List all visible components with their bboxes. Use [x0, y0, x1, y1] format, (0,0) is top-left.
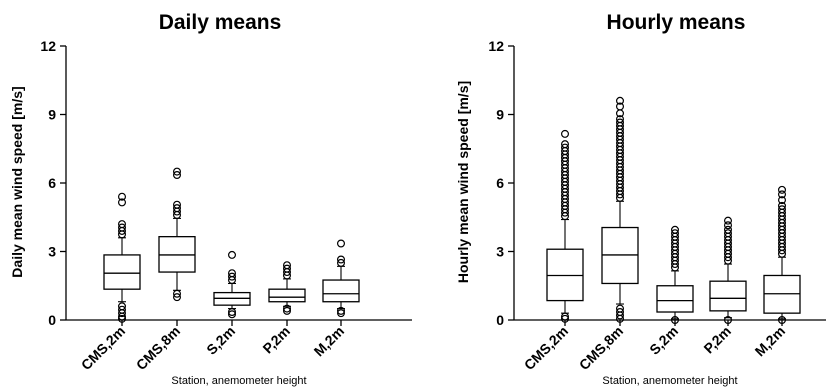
x-tick-label: S,2m	[646, 323, 681, 358]
y-axis-label: Daily mean wind speed [m/s]	[9, 86, 25, 277]
outlier-point	[173, 171, 182, 180]
x-tick-label: CMS,8m	[133, 323, 183, 373]
outlier-point	[560, 143, 569, 152]
outlier-point	[173, 200, 182, 209]
outlier-point	[117, 302, 126, 311]
outlier-point	[173, 204, 182, 213]
outlier-point	[337, 239, 346, 248]
x-tick-label: CMS,2m	[521, 323, 571, 373]
box-body	[268, 288, 306, 303]
box-0	[103, 192, 141, 323]
outlier-point	[337, 258, 346, 267]
outlier-point	[670, 229, 679, 238]
x-axis-label: Station, anemometer height	[602, 375, 737, 387]
chart-title: Daily means	[159, 11, 282, 34]
x-tick-label: CMS,2m	[78, 323, 128, 373]
y-tick-label: 9	[48, 107, 56, 123]
outlier-point	[615, 115, 624, 124]
outlier-point	[173, 167, 182, 176]
outlier-point	[723, 225, 732, 234]
box-3	[268, 261, 306, 315]
outlier-point	[173, 289, 182, 298]
outlier-point	[337, 306, 346, 315]
outlier-point	[723, 229, 732, 238]
outlier-point	[228, 250, 237, 259]
outlier-point	[283, 304, 292, 313]
box-body	[709, 280, 747, 312]
x-tick-label: M,2m	[751, 323, 788, 360]
box-4	[322, 239, 360, 318]
outlier-point	[337, 255, 346, 264]
box-3	[709, 216, 747, 325]
y-tick-label: 6	[496, 175, 504, 191]
outlier-point	[117, 223, 126, 232]
outlier-point	[228, 272, 237, 281]
daily-means-panel: Daily means Daily mean wind speed [m/s] …	[9, 11, 412, 387]
outlier-point	[337, 309, 346, 318]
outlier-point	[560, 140, 569, 149]
outlier-point	[117, 220, 126, 229]
outlier-point	[777, 201, 786, 210]
hourly-means-panel: Hourly means Hourly mean wind speed [m/s…	[455, 11, 826, 387]
outlier-point	[117, 314, 126, 323]
x-axis-label: Station, anemometer height	[171, 375, 306, 387]
box-1	[158, 167, 196, 302]
box-2	[656, 225, 694, 325]
y-tick-label: 3	[48, 244, 56, 260]
y-tick-label: 9	[496, 107, 504, 123]
outlier-point	[777, 190, 786, 199]
outlier-point	[777, 205, 786, 214]
box-body	[656, 285, 694, 313]
outlier-point	[228, 310, 237, 319]
outlier-point	[615, 118, 624, 127]
x-tick-label: M,2m	[310, 323, 347, 360]
outlier-point	[117, 305, 126, 314]
box-2	[213, 250, 251, 319]
y-axis-label: Hourly mean wind speed [m/s]	[455, 81, 471, 283]
outlier-point	[117, 198, 126, 207]
outlier-point	[560, 314, 569, 323]
plot-area: 0 3 6 9 12 CMS,2m CMS,8m S,2m P,2m M,2m	[40, 38, 412, 373]
outlier-point	[117, 192, 126, 201]
y-tick-label: 0	[496, 312, 504, 328]
y-tick-label: 6	[48, 175, 56, 191]
outlier-point	[283, 306, 292, 315]
x-tick-label: CMS,8m	[576, 323, 626, 373]
y-tick-label: 12	[40, 38, 56, 54]
y-tick-label: 12	[488, 38, 504, 54]
box-body	[103, 254, 141, 290]
box-1	[601, 96, 639, 323]
outlier-point	[777, 196, 786, 205]
outlier-point	[560, 312, 569, 321]
outlier-point	[670, 316, 679, 325]
outlier-point	[283, 264, 292, 273]
outlier-point	[173, 293, 182, 302]
outlier-point	[228, 308, 237, 317]
y-tick-label: 0	[48, 312, 56, 328]
x-tick-label: P,2m	[700, 323, 734, 357]
plot-area: 0 3 6 9 12 CMS,2m CMS,8m S,2m P,2m M,2m	[488, 38, 826, 373]
outlier-point	[777, 185, 786, 194]
outlier-point	[723, 316, 732, 325]
outlier-point	[615, 304, 624, 313]
outlier-point	[560, 129, 569, 138]
outlier-point	[615, 102, 624, 111]
outlier-point	[723, 216, 732, 225]
box-4	[763, 185, 801, 325]
outlier-point	[723, 221, 732, 230]
outlier-point	[283, 261, 292, 270]
outlier-point	[228, 269, 237, 278]
x-tick-label: P,2m	[259, 323, 293, 357]
outlier-point	[777, 316, 786, 325]
outlier-point	[615, 96, 624, 105]
outlier-point	[670, 225, 679, 234]
outlier-point	[615, 308, 624, 317]
x-tick-label: S,2m	[203, 323, 238, 358]
y-tick-label: 3	[496, 244, 504, 260]
box-0	[546, 129, 584, 323]
chart-title: Hourly means	[607, 11, 746, 34]
box-body	[322, 279, 360, 303]
